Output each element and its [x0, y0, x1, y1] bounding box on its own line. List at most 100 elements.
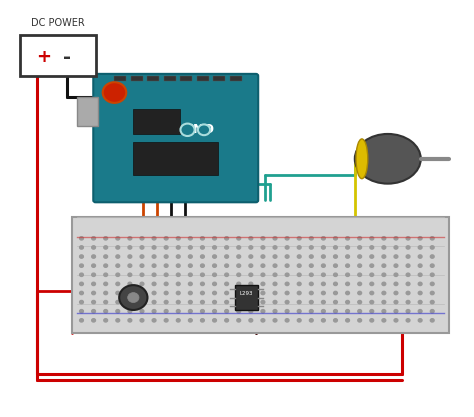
- Circle shape: [201, 309, 204, 313]
- Circle shape: [91, 309, 95, 313]
- Circle shape: [382, 264, 386, 267]
- Circle shape: [128, 273, 132, 276]
- Circle shape: [346, 255, 349, 258]
- Circle shape: [358, 301, 362, 304]
- Circle shape: [394, 255, 398, 258]
- Circle shape: [382, 282, 386, 286]
- Circle shape: [346, 273, 349, 276]
- Circle shape: [176, 255, 180, 258]
- Circle shape: [310, 301, 313, 304]
- Circle shape: [334, 237, 337, 240]
- Circle shape: [346, 264, 349, 267]
- Circle shape: [297, 264, 301, 267]
- Circle shape: [273, 237, 277, 240]
- Circle shape: [189, 264, 192, 267]
- Circle shape: [237, 255, 241, 258]
- Bar: [131, 76, 143, 81]
- Circle shape: [189, 246, 192, 249]
- Circle shape: [225, 291, 228, 295]
- Circle shape: [406, 309, 410, 313]
- Circle shape: [310, 264, 313, 267]
- Circle shape: [237, 309, 241, 313]
- Circle shape: [116, 309, 119, 313]
- Circle shape: [321, 237, 325, 240]
- Circle shape: [140, 301, 144, 304]
- Circle shape: [80, 237, 83, 240]
- Circle shape: [249, 301, 253, 304]
- Circle shape: [152, 309, 156, 313]
- Circle shape: [358, 255, 362, 258]
- Circle shape: [310, 255, 313, 258]
- Circle shape: [346, 309, 349, 313]
- Circle shape: [213, 273, 217, 276]
- Circle shape: [334, 319, 337, 322]
- Circle shape: [140, 264, 144, 267]
- Circle shape: [261, 237, 265, 240]
- Circle shape: [198, 124, 210, 135]
- Circle shape: [261, 319, 265, 322]
- Circle shape: [261, 282, 265, 286]
- Circle shape: [310, 309, 313, 313]
- Circle shape: [394, 309, 398, 313]
- Circle shape: [370, 282, 374, 286]
- Circle shape: [406, 319, 410, 322]
- Circle shape: [80, 273, 83, 276]
- Circle shape: [201, 273, 204, 276]
- Circle shape: [213, 309, 217, 313]
- Circle shape: [152, 282, 156, 286]
- Circle shape: [104, 282, 108, 286]
- Circle shape: [334, 301, 337, 304]
- Bar: [213, 76, 225, 81]
- Circle shape: [237, 282, 241, 286]
- Circle shape: [358, 237, 362, 240]
- Circle shape: [164, 309, 168, 313]
- Circle shape: [128, 282, 132, 286]
- Circle shape: [394, 246, 398, 249]
- Circle shape: [261, 291, 265, 295]
- Circle shape: [189, 237, 192, 240]
- Bar: [133, 142, 218, 176]
- Circle shape: [237, 264, 241, 267]
- Circle shape: [430, 273, 434, 276]
- Circle shape: [273, 309, 277, 313]
- Circle shape: [225, 246, 228, 249]
- Circle shape: [285, 237, 289, 240]
- Circle shape: [249, 246, 253, 249]
- Circle shape: [406, 264, 410, 267]
- Circle shape: [406, 291, 410, 295]
- Circle shape: [140, 255, 144, 258]
- Circle shape: [297, 255, 301, 258]
- Circle shape: [104, 237, 108, 240]
- Circle shape: [346, 246, 349, 249]
- Circle shape: [213, 282, 217, 286]
- Circle shape: [189, 291, 192, 295]
- Circle shape: [128, 264, 132, 267]
- Circle shape: [249, 291, 253, 295]
- Bar: [147, 76, 159, 81]
- Circle shape: [140, 309, 144, 313]
- Bar: [133, 109, 181, 134]
- Circle shape: [418, 237, 422, 240]
- Circle shape: [430, 309, 434, 313]
- Circle shape: [394, 291, 398, 295]
- Circle shape: [225, 282, 228, 286]
- Circle shape: [370, 319, 374, 322]
- Circle shape: [189, 282, 192, 286]
- Circle shape: [140, 319, 144, 322]
- Circle shape: [91, 264, 95, 267]
- Circle shape: [80, 301, 83, 304]
- Circle shape: [418, 309, 422, 313]
- Circle shape: [140, 282, 144, 286]
- Circle shape: [128, 237, 132, 240]
- Circle shape: [310, 273, 313, 276]
- Circle shape: [382, 301, 386, 304]
- Circle shape: [213, 319, 217, 322]
- Text: L293: L293: [240, 291, 253, 296]
- Circle shape: [297, 273, 301, 276]
- Circle shape: [152, 319, 156, 322]
- Circle shape: [321, 264, 325, 267]
- Circle shape: [334, 264, 337, 267]
- Bar: [164, 76, 176, 81]
- Circle shape: [382, 237, 386, 240]
- Circle shape: [201, 255, 204, 258]
